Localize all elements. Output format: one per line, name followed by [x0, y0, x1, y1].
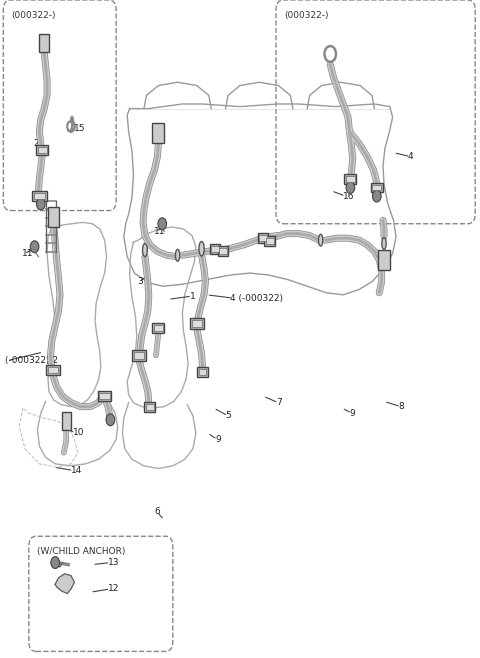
Bar	[218, 246, 228, 256]
Ellipse shape	[382, 238, 386, 249]
Text: 4: 4	[408, 152, 414, 161]
Ellipse shape	[143, 243, 147, 257]
Text: 16: 16	[343, 191, 355, 201]
Text: 8: 8	[398, 402, 404, 411]
Circle shape	[106, 414, 115, 426]
Bar	[48, 367, 58, 373]
Polygon shape	[55, 574, 74, 594]
Bar	[37, 147, 47, 153]
Text: 5: 5	[226, 411, 231, 420]
Text: 3: 3	[137, 277, 143, 286]
Text: 11: 11	[22, 249, 33, 258]
Bar	[39, 34, 49, 52]
Bar	[144, 401, 155, 412]
Text: 11: 11	[154, 227, 165, 236]
Bar	[46, 365, 60, 375]
Text: (000322-): (000322-)	[284, 11, 329, 20]
Text: 6: 6	[155, 507, 160, 517]
Text: 7: 7	[276, 398, 282, 407]
Bar	[210, 243, 220, 253]
Bar	[132, 350, 146, 361]
Circle shape	[158, 218, 167, 230]
Circle shape	[30, 241, 39, 253]
Circle shape	[346, 182, 355, 193]
Bar	[219, 248, 227, 254]
Text: 15: 15	[74, 124, 86, 133]
Text: 13: 13	[108, 558, 120, 567]
Bar	[134, 352, 144, 359]
Bar	[98, 391, 111, 401]
Text: 9: 9	[349, 409, 355, 418]
Bar	[190, 318, 204, 329]
Text: 9: 9	[215, 435, 221, 444]
Bar	[36, 145, 48, 155]
Bar	[199, 368, 206, 375]
Bar	[372, 184, 381, 190]
Text: 1: 1	[190, 291, 195, 301]
Text: 14: 14	[71, 466, 83, 475]
Text: 10: 10	[73, 428, 84, 438]
Bar	[192, 320, 202, 327]
Circle shape	[372, 190, 381, 202]
Bar	[371, 182, 383, 192]
Bar	[153, 123, 164, 143]
Ellipse shape	[199, 241, 204, 256]
Bar	[197, 367, 208, 376]
Ellipse shape	[319, 234, 323, 246]
Bar	[258, 233, 268, 243]
Bar	[266, 238, 274, 243]
Bar	[259, 235, 267, 241]
Bar	[345, 174, 356, 184]
Text: 2: 2	[34, 139, 39, 148]
Bar	[211, 245, 219, 251]
Bar	[264, 236, 275, 245]
Text: (W/CHILD ANCHOR): (W/CHILD ANCHOR)	[37, 547, 125, 557]
Bar	[32, 191, 47, 201]
Text: 12: 12	[108, 584, 120, 594]
Circle shape	[51, 557, 60, 569]
Text: 4 (-000322): 4 (-000322)	[230, 293, 283, 303]
Bar	[378, 250, 390, 270]
Bar	[146, 403, 154, 409]
Text: (000322-): (000322-)	[12, 11, 56, 20]
Bar	[34, 193, 45, 199]
Bar	[154, 325, 163, 330]
Bar	[48, 207, 59, 227]
Bar	[99, 393, 110, 399]
Circle shape	[36, 198, 45, 210]
Bar	[153, 323, 164, 333]
Text: (-000322) 2: (-000322) 2	[5, 356, 58, 365]
Ellipse shape	[176, 249, 180, 261]
Bar	[346, 176, 355, 182]
Bar	[62, 412, 71, 430]
